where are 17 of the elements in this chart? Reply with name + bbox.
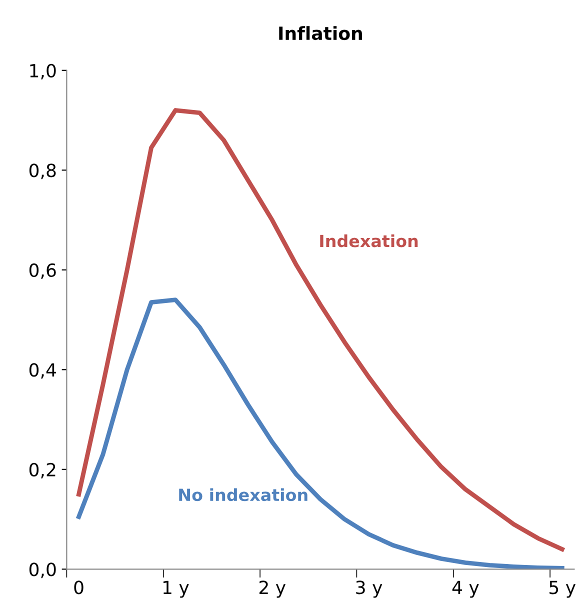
- x-tick-label: 5 y: [550, 580, 576, 598]
- y-tick-label: 1,0: [30, 64, 56, 80]
- y-tick-label: 0,2: [29, 462, 56, 478]
- series-label: Indexation: [320, 234, 418, 248]
- x-tick-label: 3 y: [356, 580, 382, 598]
- y-tick-label: 0,0: [29, 562, 56, 578]
- y-tick-label: 0,6: [29, 263, 56, 279]
- line-series: [76, 108, 564, 552]
- x-tick-label: 1 y: [163, 580, 189, 598]
- chart-title: Inflation: [279, 26, 362, 40]
- x-tick-label: 4 y: [452, 580, 479, 598]
- y-tick-label: 0,4: [29, 363, 56, 379]
- x-tick-label: 2 y: [259, 580, 286, 598]
- series-label: No indexation: [179, 488, 308, 502]
- y-tick-label: 0,8: [29, 164, 56, 180]
- line-series: [76, 298, 564, 570]
- x-tick-label: 0: [74, 580, 84, 594]
